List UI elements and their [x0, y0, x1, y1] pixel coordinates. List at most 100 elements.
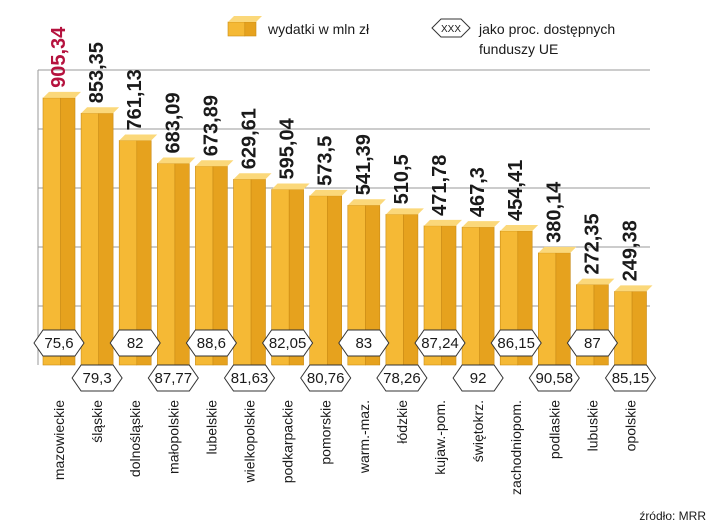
percent-hex	[109, 329, 161, 357]
bar-side	[631, 291, 647, 366]
bar-group	[80, 107, 120, 366]
bar-group	[309, 189, 348, 366]
bar-top	[500, 224, 539, 231]
category-label: opolskie	[623, 400, 639, 452]
percent-hex-group: 87,77	[147, 364, 199, 392]
percent-hex	[261, 329, 314, 357]
percent-label: 92	[470, 370, 487, 387]
value-label: 853,35	[86, 42, 108, 103]
legend-bar-label: wydatki w mln zł	[267, 21, 370, 37]
percent-label: 90,58	[536, 370, 574, 387]
percent-hex	[528, 364, 580, 392]
percent-hex	[300, 364, 352, 392]
percent-label: 82	[127, 335, 144, 352]
source-note: źródło: MRR	[639, 509, 706, 523]
legend-hex-label-line2: funduszy UE	[479, 41, 558, 57]
bar-top	[309, 189, 348, 196]
bar-top	[462, 221, 501, 228]
percent-label: 87,24	[421, 335, 459, 352]
bar-top	[347, 199, 386, 206]
value-label: 454,41	[505, 160, 527, 221]
percent-hex-group: 86,15	[490, 329, 542, 357]
value-label: 272,35	[581, 213, 603, 274]
percent-hexagons: 75,6 79,3 82 87,77 88,6 81,63 82,05 80,76 83 78,2…	[33, 329, 657, 392]
bar-top	[81, 107, 120, 114]
category-label: podkarpackie	[280, 400, 296, 483]
bar-top	[538, 246, 577, 253]
percent-label: 78,26	[383, 370, 421, 387]
percent-hex-group: 82,05	[261, 329, 314, 357]
percent-hex	[490, 329, 542, 357]
bar-top	[271, 183, 310, 190]
bar-group	[118, 134, 158, 366]
category-label: pomorskie	[318, 400, 334, 465]
percent-hex-group: 81,63	[223, 364, 276, 392]
percent-hex-group: 88,6	[185, 329, 238, 357]
bar-top	[119, 134, 158, 141]
category-labels: mazowieckie śląskie dolnośląskie małopolski…	[51, 400, 639, 495]
percent-hex-group: 79,3	[71, 364, 123, 392]
percent-hex-group: 80,76	[300, 364, 352, 392]
value-label: 629,61	[239, 108, 261, 169]
value-label: 761,13	[124, 69, 146, 130]
category-label: podlaskie	[546, 400, 562, 459]
bar	[157, 163, 176, 366]
percent-label: 82,05	[269, 335, 307, 352]
percent-hex	[604, 364, 657, 392]
bar-top	[614, 285, 653, 292]
percent-hex-group: 83	[338, 329, 390, 357]
percent-label: 79,3	[82, 370, 111, 387]
percent-label: 83	[355, 335, 372, 352]
category-label: małopolskie	[165, 400, 181, 474]
bar-top	[43, 91, 81, 98]
category-label: lubuskie	[584, 400, 600, 452]
category-label: dolnośląskie	[127, 400, 143, 477]
category-label: mazowieckie	[51, 400, 67, 480]
percent-hex-group: 85,15	[604, 364, 657, 392]
value-label: 249,38	[620, 220, 642, 281]
bar-group	[385, 208, 424, 366]
percent-label: 88,6	[197, 335, 226, 352]
legend-swatch-side	[244, 21, 257, 37]
percent-hex-group: 92	[452, 364, 504, 392]
bar-side	[60, 97, 76, 366]
bar-top	[385, 208, 424, 215]
value-labels: 905,34 853,35 761,13 683,09 673,89 629,61 595,…	[48, 26, 642, 282]
bar-group	[271, 183, 310, 366]
value-label: 573,5	[315, 136, 337, 186]
bar-group	[157, 157, 196, 366]
value-label: 471,78	[429, 155, 451, 216]
value-label: 683,09	[162, 92, 184, 153]
bar	[80, 112, 99, 366]
category-label: świętokrz.	[470, 400, 486, 462]
bar-group	[195, 160, 234, 366]
legend-swatch-front	[227, 21, 246, 37]
bar-side	[174, 163, 190, 366]
bar	[309, 195, 328, 366]
percent-label: 86,15	[497, 335, 535, 352]
bar-group	[347, 199, 386, 366]
percent-hex-group: 90,58	[528, 364, 580, 392]
bar-group	[461, 221, 501, 366]
percent-hex-group: 87,24	[414, 329, 466, 357]
value-label: 467,3	[467, 167, 489, 217]
legend-hex-swatch	[431, 18, 471, 38]
legend-hex-label-line1: jako proc. dostępnych	[478, 21, 615, 37]
bar-side	[250, 178, 266, 366]
category-label: łódzkie	[394, 400, 410, 444]
legend: wydatki w mln zł XXX jako proc. dostępny…	[227, 16, 615, 57]
legend-hex-sample: XXX	[441, 24, 461, 35]
percent-hex	[147, 364, 199, 392]
bar	[42, 97, 61, 366]
value-label: 380,14	[543, 181, 565, 243]
bar-top	[424, 219, 462, 226]
bars	[42, 91, 653, 366]
percent-hex	[185, 329, 238, 357]
value-label: 541,39	[353, 134, 375, 195]
value-label: 905,34	[48, 26, 70, 88]
percent-hex-group: 78,26	[376, 364, 428, 392]
bar-top	[233, 173, 272, 180]
category-label: zachodniopom.	[508, 400, 524, 495]
percent-hex	[223, 364, 276, 392]
